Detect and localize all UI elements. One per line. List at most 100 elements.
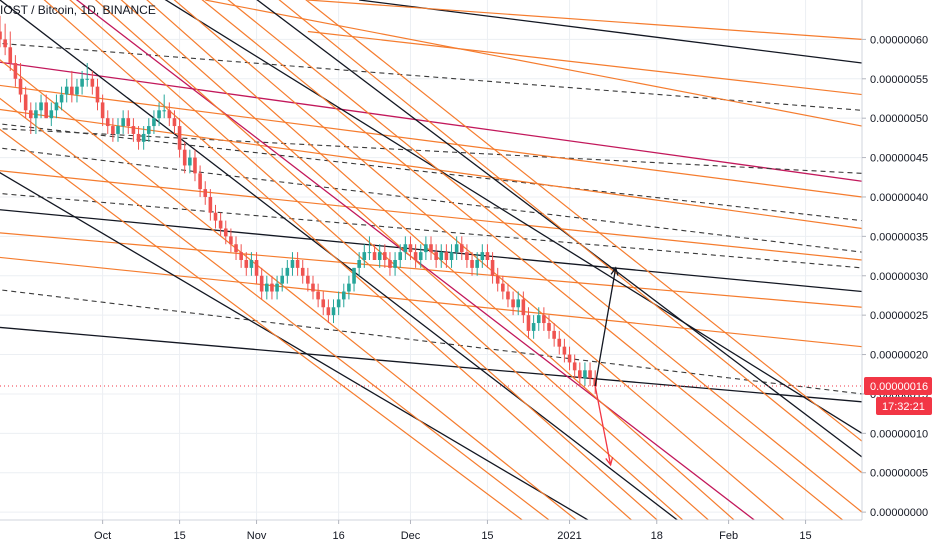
candle-body xyxy=(336,299,341,308)
candle-body xyxy=(490,260,495,276)
time-tick-label: 2021 xyxy=(557,530,581,542)
trend-line-solid-black[interactable] xyxy=(103,0,863,434)
trend-line-orange[interactable] xyxy=(0,252,863,348)
trend-line-orange[interactable] xyxy=(180,0,863,513)
candle-body xyxy=(136,133,141,142)
candle-body xyxy=(208,196,213,213)
time-tick-label: Dec xyxy=(401,530,421,542)
candle-body xyxy=(54,102,59,111)
candle-body xyxy=(413,252,418,260)
candle-body xyxy=(578,370,582,379)
candle-body xyxy=(495,275,500,284)
candle-body xyxy=(398,252,403,260)
candle-body xyxy=(295,260,300,268)
candle-body xyxy=(177,126,182,150)
trend-line-orange[interactable] xyxy=(0,79,863,198)
candle-body xyxy=(229,236,233,245)
candle-body xyxy=(567,354,572,363)
candle-body xyxy=(59,94,64,103)
candle-body xyxy=(367,252,372,254)
candle-body xyxy=(588,370,592,379)
trend-line-dashed[interactable] xyxy=(0,118,863,222)
trend-line-orange[interactable] xyxy=(307,30,863,96)
candle-body xyxy=(572,362,577,371)
trend-line-dashed[interactable] xyxy=(0,126,863,174)
trend-line-solid-black[interactable] xyxy=(205,0,863,458)
candle-body xyxy=(470,260,474,268)
time-tick-label: 16 xyxy=(333,530,345,542)
candle-body xyxy=(28,110,33,119)
candle-body xyxy=(480,252,485,260)
trend-line-orange[interactable] xyxy=(231,0,863,474)
candle-body xyxy=(121,118,125,127)
trend-line-orange[interactable] xyxy=(154,0,863,537)
trend-line-orange[interactable] xyxy=(205,0,863,127)
candle-body xyxy=(316,291,320,300)
trend-line-dashed[interactable] xyxy=(0,284,863,395)
candle-body xyxy=(223,228,228,237)
candle-body xyxy=(188,157,192,166)
projection-arrow-up[interactable] xyxy=(594,267,617,387)
projection-arrow-down[interactable] xyxy=(594,385,612,465)
candle-body xyxy=(8,47,13,64)
candle-body xyxy=(172,118,177,127)
price-tick-label: 0.00000005 xyxy=(870,468,928,480)
trend-line-orange[interactable] xyxy=(0,110,564,550)
candle-body xyxy=(80,78,84,87)
candle-body xyxy=(182,149,187,166)
candle-body xyxy=(547,323,551,331)
price-axis[interactable]: 0.00000060 0.00000055 0.00000050 0.00000045… xyxy=(861,0,932,520)
candle-body xyxy=(85,78,90,80)
trend-line-orange[interactable] xyxy=(307,0,863,40)
trend-line-orange[interactable] xyxy=(257,0,863,442)
trend-line-orange[interactable] xyxy=(0,79,590,550)
time-tick-label: 18 xyxy=(651,530,663,542)
trend-line-solid-black[interactable] xyxy=(0,158,641,550)
time-tick-label: Feb xyxy=(719,530,738,542)
candle-body xyxy=(152,118,156,127)
price-tick-label: 0.00000045 xyxy=(870,153,928,165)
trend-line-solid-red[interactable] xyxy=(0,55,863,182)
trend-line-orange[interactable] xyxy=(0,228,863,308)
trend-line-orange[interactable] xyxy=(0,0,667,550)
candle-body xyxy=(167,110,172,119)
candle-body xyxy=(418,252,423,260)
candle-body xyxy=(141,133,146,142)
drawing-lines[interactable] xyxy=(0,0,863,550)
candle-body xyxy=(70,86,74,95)
candle-body xyxy=(506,291,510,300)
candle-body xyxy=(511,299,515,308)
candle-body xyxy=(526,315,531,331)
time-axis[interactable]: Oct 15 Nov 16 Dec 15 2021 18 Feb 15 xyxy=(0,519,932,550)
candle-body xyxy=(352,267,356,284)
candle-body xyxy=(275,283,279,292)
time-tick-label: 15 xyxy=(173,530,185,542)
candle-body xyxy=(157,110,161,119)
time-tick-label: Nov xyxy=(247,530,267,542)
candle-body xyxy=(162,110,166,112)
candle-body xyxy=(193,157,197,174)
price-tick-label: 0.00000050 xyxy=(870,113,928,125)
candle-body xyxy=(234,244,238,253)
candle-body xyxy=(218,220,223,229)
price-tick-label: 0.00000030 xyxy=(870,271,928,283)
trend-line-orange[interactable] xyxy=(0,165,863,261)
candle-body xyxy=(531,323,536,331)
price-tick-label: 0.00000010 xyxy=(870,428,928,440)
price-tick-label: 0.00000020 xyxy=(870,350,928,362)
trend-line-orange[interactable] xyxy=(0,39,616,550)
candle-body xyxy=(244,260,249,268)
candles-layer xyxy=(0,15,597,394)
trend-line-solid-black[interactable] xyxy=(0,323,863,403)
arrow-head xyxy=(605,456,614,467)
trend-line-solid-black[interactable] xyxy=(359,0,863,64)
candle-body xyxy=(393,260,397,268)
countdown-label: 17:32:21 xyxy=(882,401,925,413)
candle-body xyxy=(23,94,28,111)
candle-body xyxy=(536,315,541,324)
trend-line-orange[interactable] xyxy=(128,0,821,550)
candle-body xyxy=(552,330,556,339)
annotations-layer[interactable] xyxy=(0,266,862,467)
